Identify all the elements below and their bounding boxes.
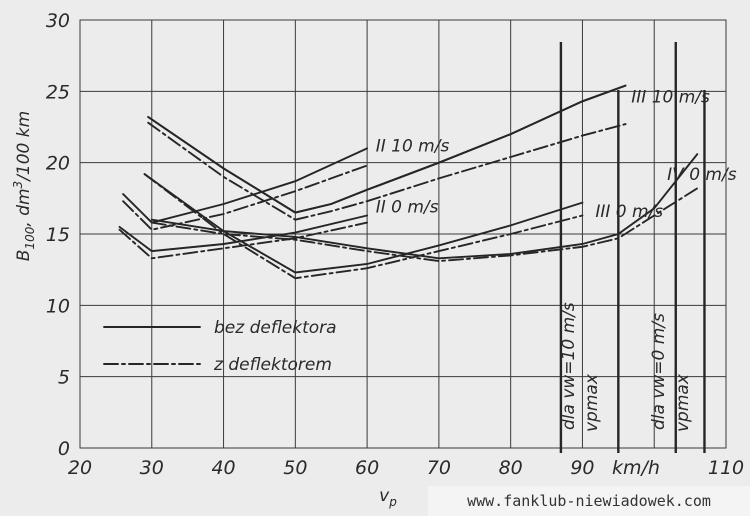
curve-label-2: II 0 m/s — [376, 198, 439, 218]
marker-label-vpmax-0: vpmax — [673, 373, 693, 432]
y-tick-label-5: 5 — [58, 367, 70, 389]
series-line-4 — [122, 164, 369, 231]
grid — [79, 19, 727, 449]
x-axis-title: vp — [379, 486, 397, 509]
y-tick-label-25: 25 — [46, 81, 70, 103]
curve-label-4: IV 0 m/s — [667, 165, 737, 185]
curve-label-0: II 10 m/s — [376, 136, 450, 156]
y-tick-label-10: 10 — [46, 295, 70, 317]
ticks: 0 5 10 15 20 25 30 20 30 40 50 60 70 80 90 110 — [46, 10, 744, 479]
x-tick-label-110: 110 — [708, 457, 744, 479]
series-line-7 — [118, 214, 369, 253]
x-tick-label-70: 70 — [427, 457, 451, 479]
svg-text:B100, dm3/100 km: B100, dm3/100 km — [11, 111, 37, 261]
series-line-1 — [147, 84, 627, 214]
curves — [118, 84, 699, 280]
series-line-2 — [147, 121, 627, 221]
vmax-markers — [559, 42, 706, 453]
x-tick-label-30: 30 — [140, 457, 164, 479]
x-tick-label-90: 90 — [570, 457, 594, 479]
series-line-3 — [122, 147, 369, 224]
curve-label-1: III 10 m/s — [631, 88, 710, 108]
marker-label-vpmax-10: vpmax — [582, 373, 602, 432]
x-axis-unit: km/h — [612, 457, 660, 479]
marker-label-10: dla vw=10 m/s — [559, 302, 579, 430]
series-line-9 — [150, 153, 699, 260]
x-tick-label-50: 50 — [283, 457, 307, 479]
legend-label-solid: bez deflektora — [214, 318, 337, 338]
y-tick-label-0: 0 — [58, 438, 70, 460]
y-axis-title-main: B — [14, 250, 34, 262]
vmax-annotation-left: dla vw=10 m/s vpmax — [559, 302, 602, 432]
y-tick-label-20: 20 — [46, 153, 70, 175]
series-line-10 — [150, 187, 699, 263]
svg-text:vp: vp — [379, 486, 397, 509]
x-tick-label-20: 20 — [68, 457, 92, 479]
x-tick-label-60: 60 — [355, 457, 379, 479]
y-tick-label-30: 30 — [46, 10, 70, 32]
x-tick-label-40: 40 — [211, 457, 235, 479]
curve-labels: II 10 m/s III 10 m/s II 0 m/s III 0 m/sIV 0… — [376, 88, 737, 222]
y-tick-label-15: 15 — [46, 224, 70, 246]
legend: bez deflektora z deflektorem — [103, 318, 337, 375]
series-line-8 — [118, 221, 369, 260]
curve-label-3: III 0 m/s — [595, 202, 663, 222]
y-axis-title-sub: 100 — [23, 226, 37, 249]
series-line-6 — [143, 173, 584, 280]
y-axis-title: B100, dm3/100 km — [11, 111, 37, 261]
legend-label-dash: z deflektorem — [213, 355, 332, 375]
watermark: www.fanklub-niewiadowek.com — [428, 486, 750, 516]
x-tick-label-80: 80 — [499, 457, 523, 479]
vmax-annotation-right: dla vw=0 m/s vpmax — [649, 313, 693, 432]
marker-label-0: dla vw=0 m/s — [649, 313, 669, 430]
